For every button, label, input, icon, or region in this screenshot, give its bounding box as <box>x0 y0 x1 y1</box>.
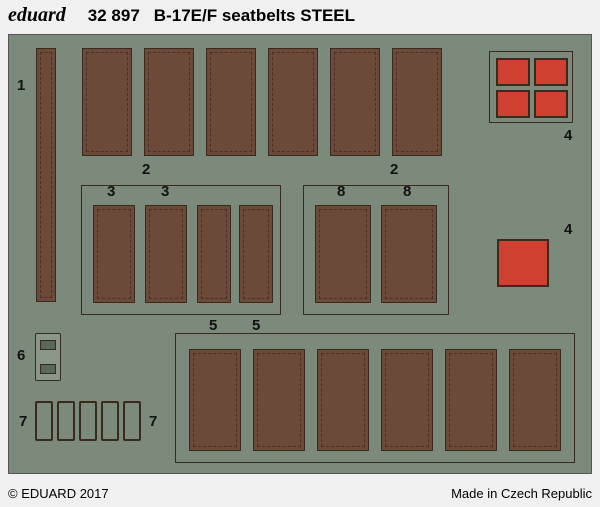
callout-4: 4 <box>564 127 572 144</box>
brand-logo: eduard <box>8 4 66 27</box>
callout-3: 3 <box>161 183 169 200</box>
callout-7: 7 <box>149 413 157 430</box>
part-4-top-group <box>489 51 573 123</box>
sku-label: 32 897 <box>88 6 140 26</box>
row-8-group <box>303 185 449 315</box>
callout-4: 4 <box>564 221 572 238</box>
part-7-tab <box>57 401 75 441</box>
part-5-belt <box>380 348 434 452</box>
product-title: B-17E/F seatbelts STEEL <box>154 6 355 26</box>
callout-7: 7 <box>19 413 27 430</box>
callout-8: 8 <box>403 183 411 200</box>
part-5-belt <box>508 348 562 452</box>
part-7-tab <box>101 401 119 441</box>
callout-1: 1 <box>17 77 25 94</box>
copyright-label: © EDUARD 2017 <box>8 486 109 501</box>
photoetch-fret: 1 2 2 4 3 3 5 5 8 8 4 6 <box>8 34 592 474</box>
part-5-belt <box>252 348 306 452</box>
part-2-belt <box>205 47 257 157</box>
callout-5: 5 <box>209 317 217 334</box>
part-2-belt <box>267 47 319 157</box>
part-1-strap <box>35 47 57 303</box>
origin-label: Made in Czech Republic <box>451 486 592 501</box>
part-4-red <box>496 90 530 118</box>
part-8-belt <box>314 204 372 304</box>
part-7-tab <box>35 401 53 441</box>
part-4-red <box>534 90 568 118</box>
part-5-belt <box>316 348 370 452</box>
callout-3: 3 <box>107 183 115 200</box>
part-4-red <box>534 58 568 86</box>
row-3-group <box>81 185 281 315</box>
part-2-belt <box>81 47 133 157</box>
part-4-single <box>497 239 549 287</box>
part-2-belt <box>391 47 443 157</box>
callout-5: 5 <box>252 317 260 334</box>
part-5-belt <box>196 204 232 304</box>
part-2-belt <box>329 47 381 157</box>
part-7-group <box>35 401 143 441</box>
callout-8: 8 <box>337 183 345 200</box>
part-5-belt <box>444 348 498 452</box>
part-4-red <box>496 58 530 86</box>
part-7-tab <box>123 401 141 441</box>
part-3-belt <box>144 204 188 304</box>
callout-2: 2 <box>142 161 150 178</box>
callout-6: 6 <box>17 347 25 364</box>
part-3-belt <box>92 204 136 304</box>
part-2-belt <box>143 47 195 157</box>
part-7-tab <box>79 401 97 441</box>
part-5-belt <box>238 204 274 304</box>
part-5-belt <box>188 348 242 452</box>
row-5-bottom-group <box>175 333 575 463</box>
callout-2: 2 <box>390 161 398 178</box>
part-8-belt <box>380 204 438 304</box>
part-6-buckle <box>35 333 61 381</box>
